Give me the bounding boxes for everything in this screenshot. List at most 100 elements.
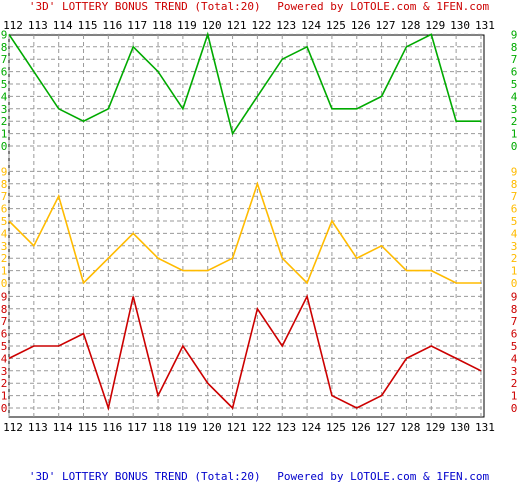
chart-title-bottom: '3D' LOTTERY BONUS TREND (Total:20) Powe… [29, 470, 490, 483]
level-label-right: 5 [511, 215, 518, 228]
x-tick-label-bottom: 129 [425, 421, 445, 434]
level-label-left: 0 [1, 277, 8, 290]
credit-text-top: Powered by LOTOLE.com & 1FEN.com [277, 0, 489, 13]
x-tick-label-bottom: 119 [177, 421, 197, 434]
level-label-right: 9 [511, 165, 518, 178]
level-label-right: 5 [511, 340, 518, 353]
level-label-right: 8 [511, 178, 518, 191]
x-tick-label-bottom: 130 [450, 421, 470, 434]
level-label-right: 3 [511, 240, 518, 253]
x-tick-label-top: 124 [301, 19, 321, 32]
x-tick-label-top: 125 [326, 19, 346, 32]
level-label-left: 9 [1, 290, 8, 303]
level-label-right: 4 [511, 227, 518, 240]
x-tick-label-bottom: 116 [102, 421, 122, 434]
x-tick-label-top: 115 [78, 19, 98, 32]
x-tick-label-top: 114 [53, 19, 73, 32]
x-tick-label-bottom: 123 [276, 421, 296, 434]
grid [8, 33, 485, 418]
x-tick-label-bottom: 112 [3, 421, 23, 434]
level-label-right: 7 [511, 53, 518, 66]
level-label-right: 6 [511, 66, 518, 79]
x-tick-label-top: 126 [351, 19, 371, 32]
level-label-right: 5 [511, 78, 518, 91]
level-label-left: 1 [1, 390, 8, 403]
level-label-left: 8 [1, 178, 8, 191]
level-label-right: 6 [511, 328, 518, 341]
level-label-left: 5 [1, 78, 8, 91]
x-tick-label-bottom: 114 [53, 421, 73, 434]
x-tick-label-bottom: 117 [127, 421, 147, 434]
level-label-left: 0 [1, 402, 8, 415]
level-label-right: 0 [511, 140, 518, 153]
x-tick-label-top: 131 [475, 19, 495, 32]
level-label-right: 7 [511, 190, 518, 203]
x-tick-label-bottom: 126 [351, 421, 371, 434]
x-tick-label-bottom: 122 [251, 421, 271, 434]
level-label-left: 9 [1, 28, 8, 41]
level-label-right: 2 [511, 377, 518, 390]
level-label-left: 6 [1, 328, 8, 341]
x-tick-label-top: 130 [450, 19, 470, 32]
plot-frame [8, 34, 485, 418]
x-tick-label-top: 122 [251, 19, 271, 32]
level-label-left: 7 [1, 190, 8, 203]
level-label-left: 1 [1, 128, 8, 141]
level-label-left: 5 [1, 340, 8, 353]
x-tick-label-bottom: 113 [28, 421, 48, 434]
level-label-left: 0 [1, 140, 8, 153]
series-line [8, 181, 481, 285]
level-label-right: 8 [511, 303, 518, 316]
x-tick-label-bottom: 131 [475, 421, 495, 434]
x-tick-label-top: 112 [3, 19, 23, 32]
level-label-right: 1 [511, 265, 518, 278]
level-label-left: 4 [1, 90, 8, 103]
x-tick-label-bottom: 115 [78, 421, 98, 434]
level-label-right: 4 [511, 352, 518, 365]
level-label-left: 4 [1, 352, 8, 365]
x-tick-label-top: 129 [425, 19, 445, 32]
x-tick-label-top: 118 [152, 19, 172, 32]
x-tick-label-top: 127 [376, 19, 396, 32]
level-label-left: 2 [1, 115, 8, 128]
level-label-left: 2 [1, 377, 8, 390]
title-text-top: '3D' LOTTERY BONUS TREND (Total:20) [29, 0, 261, 13]
x-tick-label-top: 116 [102, 19, 122, 32]
level-label-right: 8 [511, 41, 518, 54]
chart-title-top: '3D' LOTTERY BONUS TREND (Total:20) Powe… [29, 0, 490, 13]
level-label-left: 3 [1, 240, 8, 253]
level-label-left: 7 [1, 315, 8, 328]
level-label-right: 2 [511, 252, 518, 265]
x-tick-label-bottom: 125 [326, 421, 346, 434]
level-label-left: 2 [1, 252, 8, 265]
level-label-right: 3 [511, 365, 518, 378]
level-label-left: 3 [1, 103, 8, 116]
x-tick-label-top: 117 [127, 19, 147, 32]
level-label-left: 9 [1, 165, 8, 178]
level-label-right: 7 [511, 315, 518, 328]
x-tick-label-bottom: 120 [202, 421, 222, 434]
level-label-left: 5 [1, 215, 8, 228]
level-label-right: 1 [511, 128, 518, 141]
credit-text-bottom: Powered by LOTOLE.com & 1FEN.com [277, 470, 489, 483]
level-label-right: 6 [511, 203, 518, 216]
level-label-right: 2 [511, 115, 518, 128]
x-tick-label-bottom: 127 [376, 421, 396, 434]
x-tick-label-top: 119 [177, 19, 197, 32]
x-tick-label-bottom: 128 [401, 421, 421, 434]
level-label-right: 9 [511, 28, 518, 41]
level-label-left: 6 [1, 66, 8, 79]
series-line [8, 31, 481, 136]
series-lines [8, 31, 482, 411]
axis-labels: 0 01 12 23 34 45 56 67 78 89 90 01 12 23 34 45 56 67 78 89 9… [1, 19, 518, 434]
title-text-bottom: '3D' LOTTERY BONUS TREND (Total:20) [29, 470, 261, 483]
level-label-right: 4 [511, 90, 518, 103]
x-tick-label-bottom: 121 [227, 421, 247, 434]
level-label-right: 3 [511, 103, 518, 116]
level-label-right: 0 [511, 277, 518, 290]
level-label-left: 4 [1, 227, 8, 240]
x-tick-label-top: 113 [28, 19, 48, 32]
level-label-left: 7 [1, 53, 8, 66]
x-tick-label-bottom: 124 [301, 421, 321, 434]
